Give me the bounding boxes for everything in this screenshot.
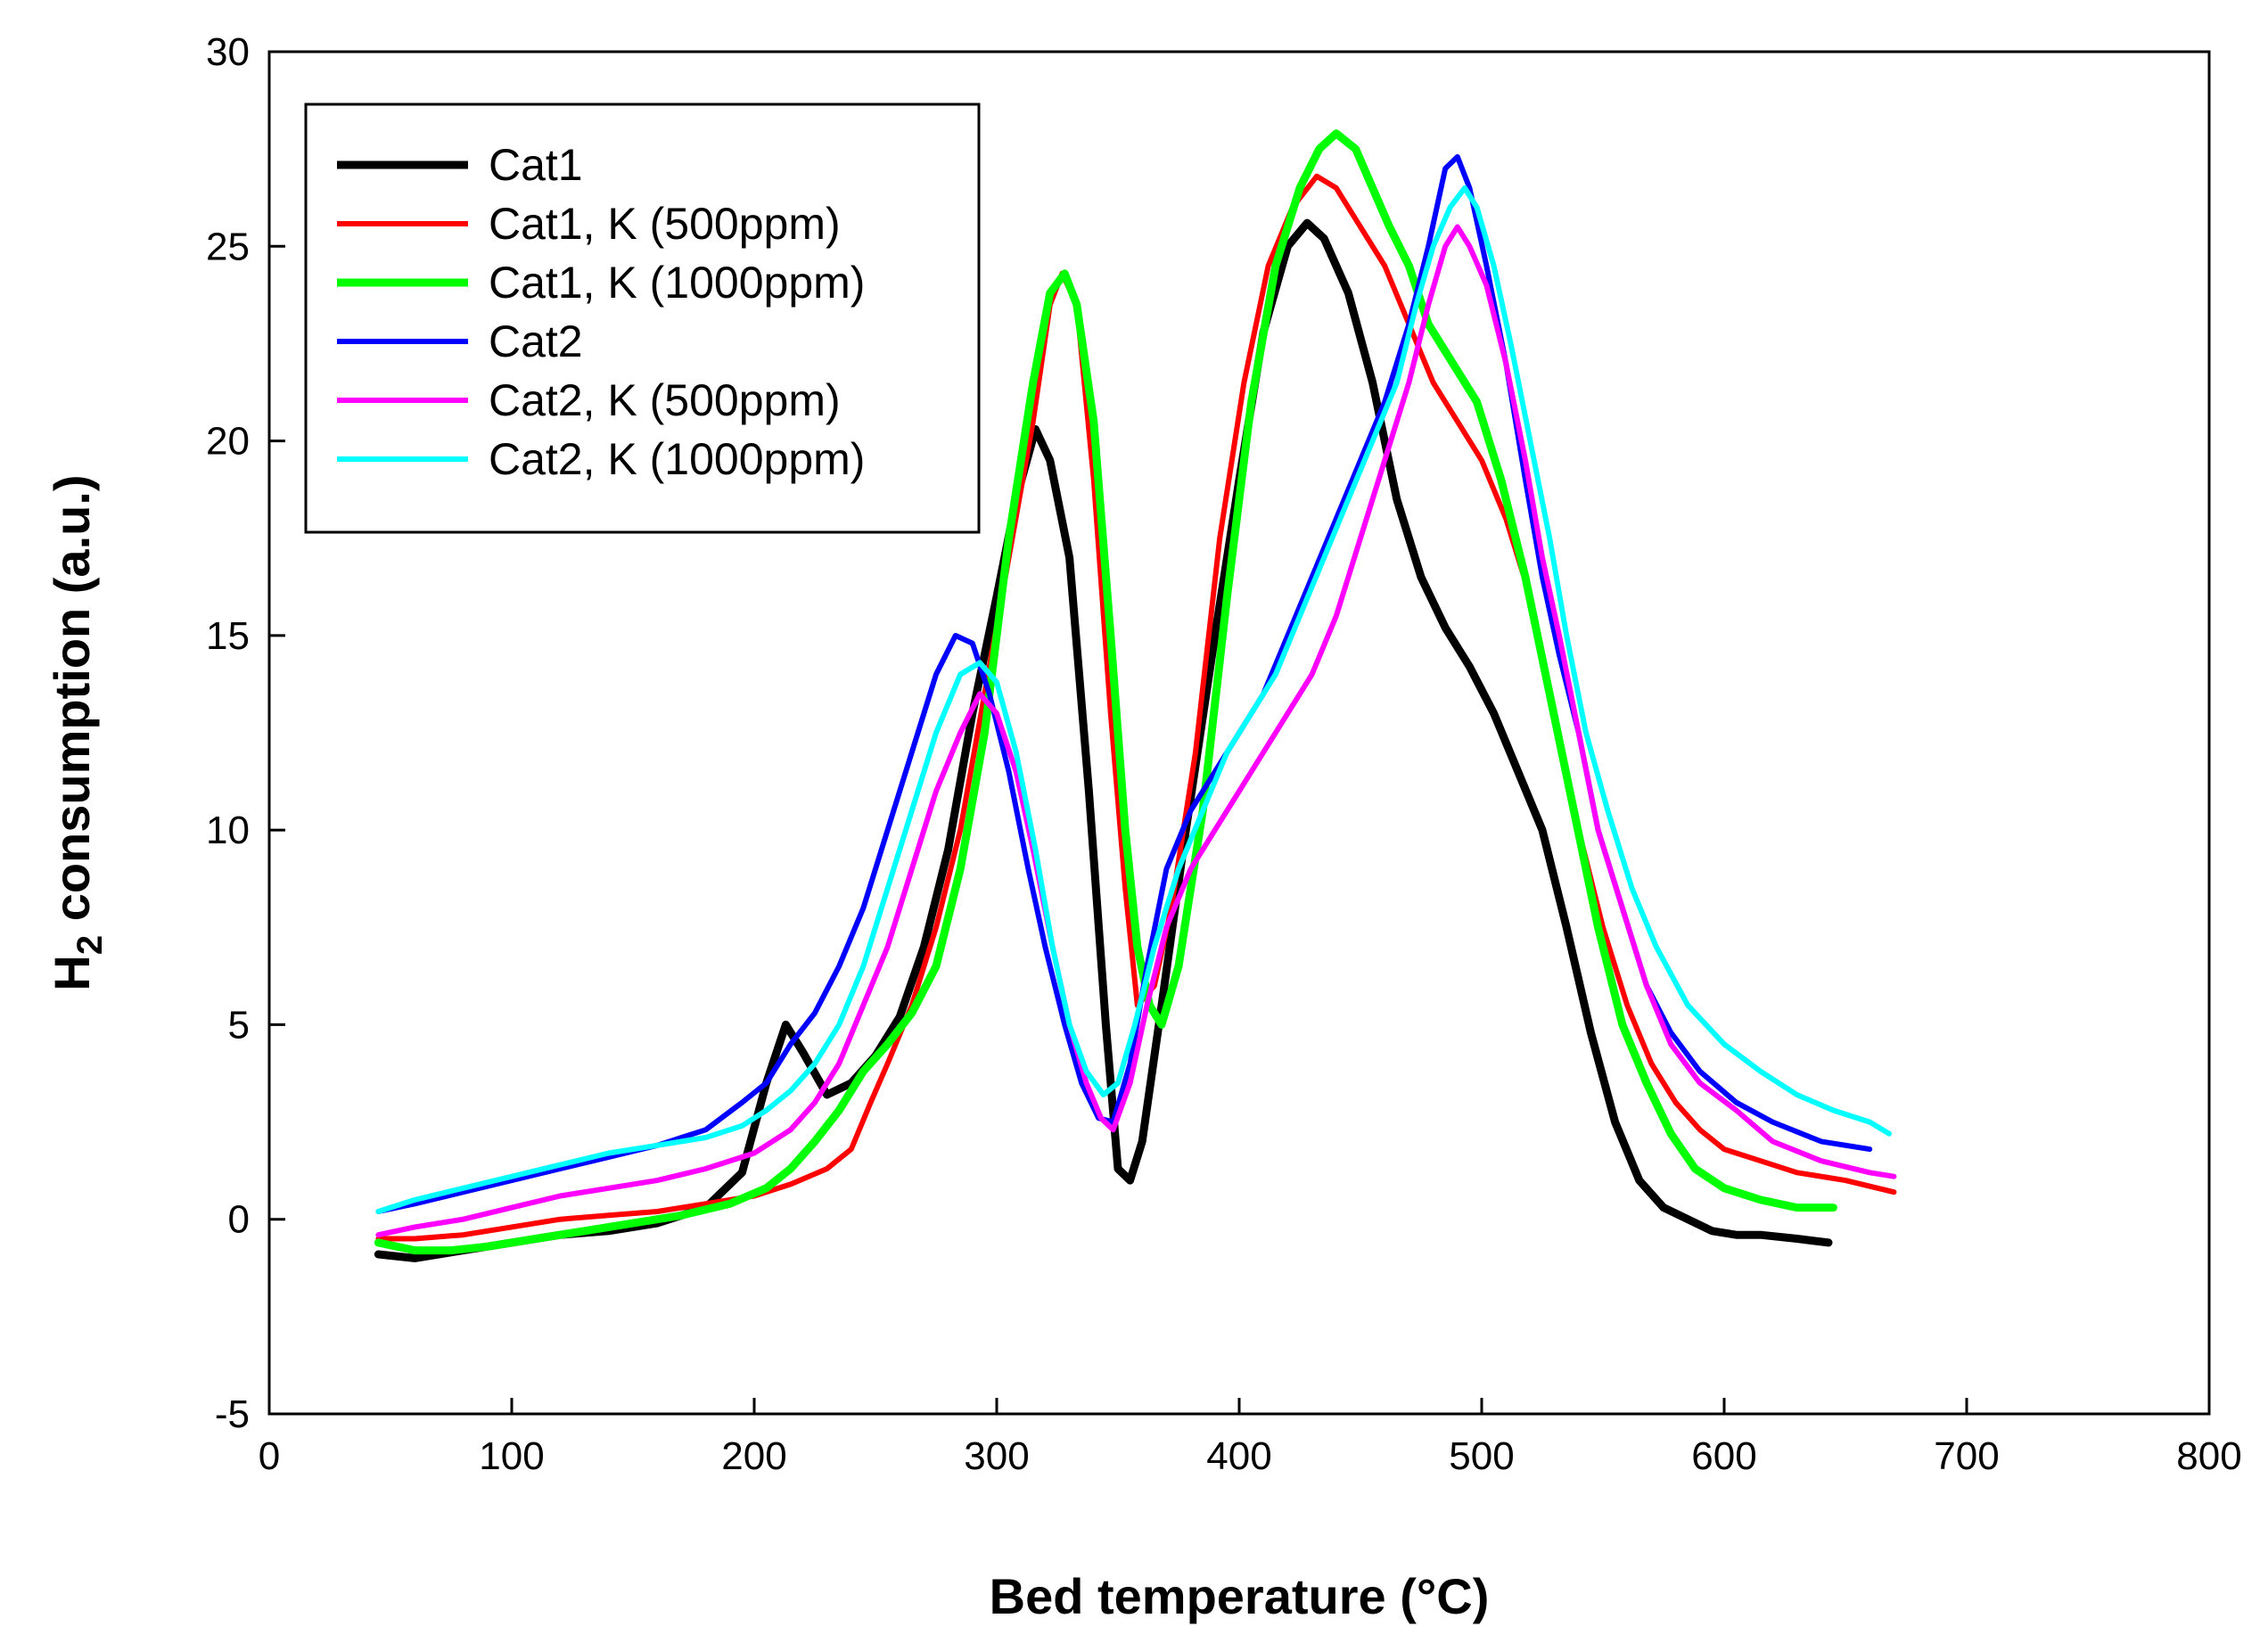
y-axis-title: H2 consumption (a.u.)	[44, 474, 110, 990]
y-tick-label: 0	[228, 1198, 250, 1242]
legend-label: Cat2	[489, 316, 583, 366]
y-axis: -5 0 5 10 15 20 25 30	[206, 30, 285, 1436]
series-line-5	[375, 224, 1897, 1238]
series-line-1	[374, 218, 1833, 1262]
x-tick-label: 300	[964, 1434, 1029, 1478]
series-line-3	[374, 129, 1837, 1255]
legend: Cat1 Cat1, K (500ppm) Cat1, K (1000ppm) Cat…	[304, 103, 981, 534]
y-tick-label: -5	[215, 1392, 250, 1436]
y-tick-label: 10	[206, 809, 250, 852]
x-tick-label: 800	[2176, 1434, 2241, 1478]
y-axis-title-sub: 2	[70, 935, 110, 955]
legend-label: Cat1	[489, 140, 583, 190]
x-tick-label: 700	[1934, 1434, 1999, 1478]
legend-label: Cat2, K (1000ppm)	[489, 434, 865, 484]
x-tick-label: 200	[721, 1434, 786, 1478]
series-layer	[374, 129, 1897, 1262]
y-tick-label: 15	[206, 614, 250, 658]
x-tick-label: 400	[1206, 1434, 1271, 1478]
y-tick-label: 30	[206, 30, 250, 74]
series-line-6	[375, 185, 1892, 1214]
x-axis-title: Bed temperature (°C)	[990, 1568, 1490, 1624]
y-tick-label: 20	[206, 420, 250, 464]
x-tick-label: 500	[1449, 1434, 1514, 1478]
x-tick-label: 0	[259, 1434, 280, 1478]
y-tick-label: 25	[206, 225, 250, 268]
legend-label: Cat2, K (500ppm)	[489, 375, 841, 425]
legend-label: Cat1, K (1000ppm)	[489, 258, 865, 308]
y-axis-title-rest: consumption (a.u.)	[44, 474, 100, 934]
y-tick-label: 5	[228, 1003, 250, 1047]
y-axis-title-main: H	[44, 955, 100, 990]
x-tick-label: 600	[1691, 1434, 1756, 1478]
x-axis: 0 100 200 300 400 500 600 700 800	[259, 1398, 2242, 1478]
x-tick-label: 100	[479, 1434, 544, 1478]
legend-label: Cat1, K (500ppm)	[489, 199, 841, 249]
